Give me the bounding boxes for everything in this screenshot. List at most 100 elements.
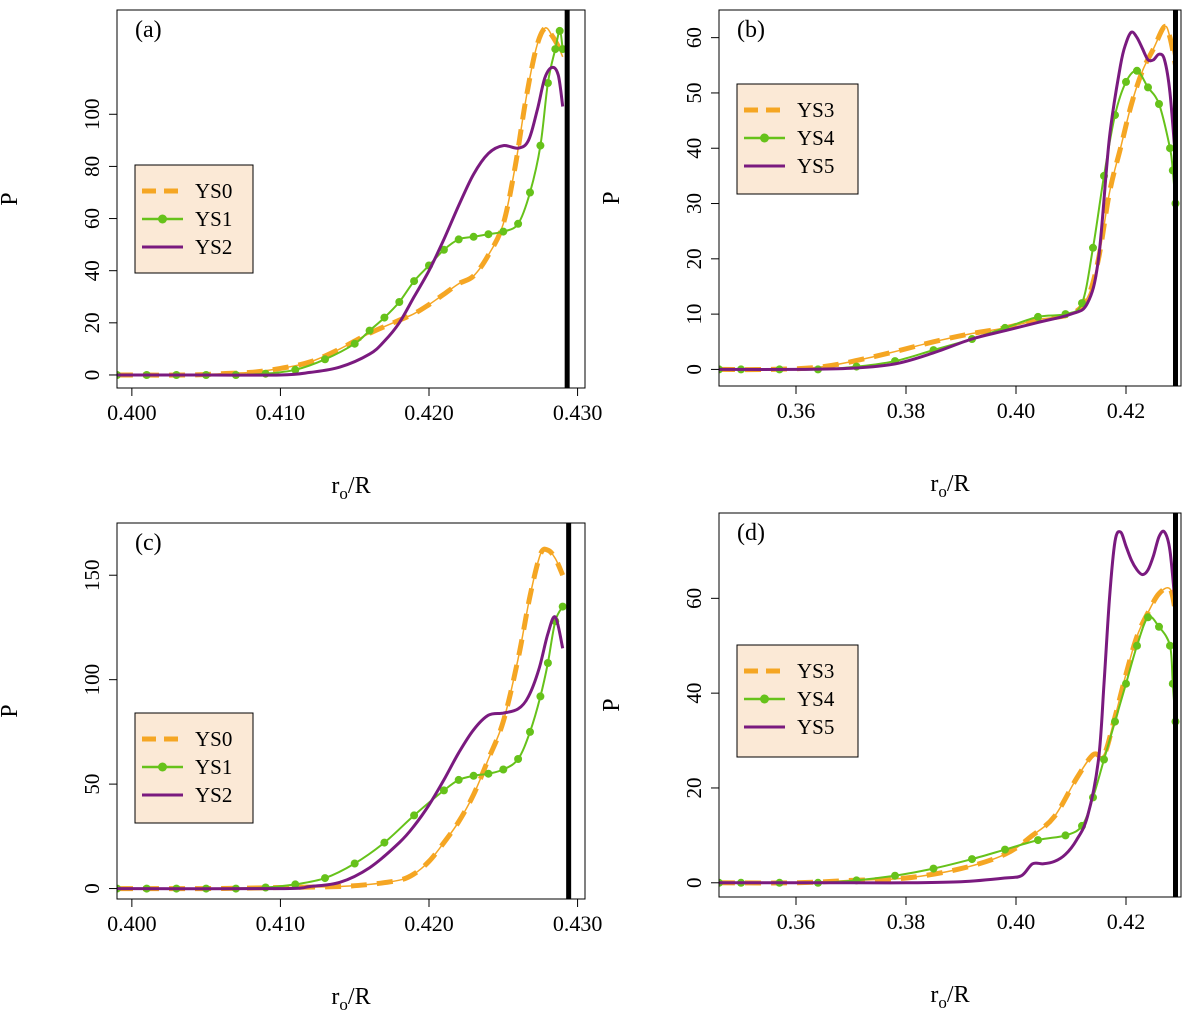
x-tick-label: 0.400 <box>107 400 157 425</box>
data-point-YS4-18 <box>1155 100 1163 108</box>
data-point-YS4-19 <box>1166 144 1174 153</box>
y-tick-label: 20 <box>682 777 706 798</box>
x-axis-label: ro/R <box>331 473 370 503</box>
data-point-YS4-17 <box>1144 83 1152 92</box>
series-YS0 <box>117 25 566 378</box>
data-point-YS1-11 <box>439 786 448 795</box>
y-tick-label: 0 <box>80 370 104 381</box>
data-point-YS1-10 <box>410 811 419 820</box>
chart-panel-4: 0.36 0.38 0.40 0.42 0 20 40 60 ro/R P (d) YS3 YS4 YS5 <box>599 512 1182 1012</box>
x-tick-label: 0.42 <box>1107 398 1146 423</box>
legend-label-YS2: YS2 <box>195 235 232 259</box>
data-point-YS1-19 <box>514 219 523 228</box>
data-point-YS1-6 <box>291 365 300 374</box>
data-point-YS1-11 <box>395 298 404 306</box>
legend-label-YS3: YS3 <box>797 659 834 683</box>
data-point-YS1-23 <box>551 45 560 54</box>
data-point-YS1-7 <box>321 874 329 883</box>
data-point-YS1-12 <box>410 277 419 286</box>
data-point-YS1-14 <box>439 245 448 254</box>
panel-label: (c) <box>135 530 162 556</box>
x-tick-label: 0.38 <box>887 909 926 934</box>
series-line-YS5 <box>719 30 1177 371</box>
y-tick-label: 30 <box>682 193 706 214</box>
y-axis-label: P <box>0 192 23 205</box>
y-tick-label: 60 <box>682 27 706 48</box>
legend: YS3 YS4 YS5 <box>736 644 859 758</box>
data-point-YS1-9 <box>365 326 374 335</box>
data-point-YS4-8 <box>1001 845 1009 854</box>
legend: YS0 YS1 YS2 <box>134 164 254 274</box>
x-tick-label: 0.420 <box>404 911 454 936</box>
legend: YS3 YS4 YS5 <box>736 83 859 195</box>
legend-label-YS0: YS0 <box>195 179 232 203</box>
data-point-YS1-13 <box>469 771 478 780</box>
y-tick-label: 100 <box>80 99 104 131</box>
legend-label-YS4: YS4 <box>797 126 835 150</box>
chart-panel-1: 0.400 0.410 0.420 0.430 0 20 40 60 80 100 ro/R P (a)… <box>0 9 602 503</box>
series-dash-YS0 <box>117 546 566 892</box>
series-line-YS2 <box>117 65 565 377</box>
y-axis-label: P <box>599 191 625 204</box>
data-point-YS4-17 <box>1144 613 1152 622</box>
data-point-YS1-16 <box>469 232 478 241</box>
legend-marker-YS1 <box>158 762 167 772</box>
data-point-YS1-18 <box>499 227 508 236</box>
y-axis-label: P <box>0 704 23 717</box>
series-YS5 <box>719 529 1177 885</box>
y-tick-label: 80 <box>80 156 104 177</box>
legend-label-YS2: YS2 <box>195 783 232 807</box>
data-point-YS1-10 <box>380 313 389 322</box>
series-YS0 <box>117 546 566 892</box>
y-tick-label: 40 <box>80 260 104 281</box>
data-point-YS4-9 <box>1034 836 1042 845</box>
plot-frame <box>718 9 1182 387</box>
y-tick-label: 60 <box>80 208 104 229</box>
series-line-YS2 <box>117 615 565 891</box>
legend-box <box>736 644 859 758</box>
data-point-YS1-15 <box>454 235 463 244</box>
y-tick-label: 40 <box>682 683 706 704</box>
legend-marker-YS1 <box>158 214 167 224</box>
data-point-YS4-16 <box>1133 66 1141 75</box>
data-point-YS4-15 <box>1122 679 1130 688</box>
y-tick-label: 100 <box>80 664 104 696</box>
legend-label-YS5: YS5 <box>797 154 834 178</box>
data-point-YS4-18 <box>1155 622 1163 631</box>
data-point-YS4-5 <box>891 871 899 880</box>
legend-marker-YS4 <box>760 694 769 704</box>
legend-marker-YS4 <box>760 133 769 143</box>
data-point-YS4-15 <box>1122 77 1130 86</box>
data-point-YS1-7 <box>321 355 329 364</box>
data-point-YS1-9 <box>380 838 389 847</box>
data-point-YS1-6 <box>291 880 300 889</box>
data-point-YS4-11 <box>1078 299 1086 308</box>
series-dash-YS3 <box>719 23 1178 373</box>
series-YS2 <box>117 615 565 891</box>
x-tick-label: 0.42 <box>1107 909 1146 934</box>
panel-label: (b) <box>737 17 765 43</box>
data-point-YS1-14 <box>484 769 493 778</box>
data-point-YS1-16 <box>514 755 523 763</box>
series-dash-YS0 <box>117 25 566 378</box>
x-tick-label: 0.40 <box>997 909 1036 934</box>
y-tick-label: 50 <box>682 82 706 103</box>
legend-label-YS5: YS5 <box>797 715 834 739</box>
x-tick-label: 0.36 <box>777 398 816 423</box>
data-point-YS1-22 <box>543 79 552 87</box>
data-point-YS4-6 <box>929 864 938 873</box>
x-tick-label: 0.420 <box>404 400 454 425</box>
data-point-YS1-19 <box>543 659 552 667</box>
data-point-YS1-8 <box>350 859 359 868</box>
y-tick-label: 20 <box>682 248 706 269</box>
y-tick-label: 40 <box>682 138 706 159</box>
data-point-YS1-18 <box>536 692 545 701</box>
legend: YS0 YS1 YS2 <box>134 712 254 824</box>
x-tick-label: 0.36 <box>777 909 816 934</box>
y-tick-label: 60 <box>682 588 706 609</box>
data-point-YS1-15 <box>499 765 508 774</box>
y-tick-label: 0 <box>80 883 104 894</box>
x-tick-label: 0.400 <box>107 911 157 936</box>
y-axis-label: P <box>599 698 625 711</box>
series-line-YS5 <box>719 529 1177 885</box>
